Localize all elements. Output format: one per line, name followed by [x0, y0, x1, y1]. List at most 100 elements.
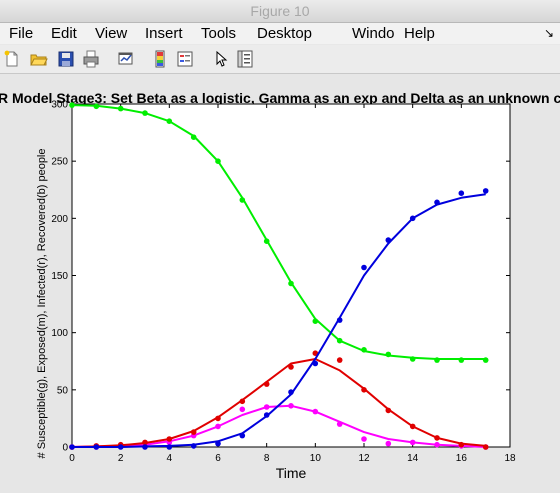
- menu-bar: File Edit View Insert Tools Desktop Wind…: [0, 23, 560, 44]
- y-tick-label: 0: [62, 443, 68, 454]
- exposed-data-point: [239, 406, 246, 413]
- susceptible-data-point: [434, 357, 440, 363]
- recovered-data-point: [215, 440, 221, 447]
- new-figure-icon[interactable]: [3, 50, 21, 68]
- recovered-data-point: [117, 444, 124, 450]
- menu-file[interactable]: File: [9, 25, 34, 42]
- figure-toolbar: [0, 45, 560, 74]
- infected-data-point: [361, 387, 367, 393]
- recovered-data-point: [190, 443, 197, 449]
- x-tick-label: 10: [310, 453, 322, 464]
- open-file-icon[interactable]: [30, 50, 48, 68]
- susceptible-data-point: [458, 357, 465, 363]
- exposed-data-point: [288, 403, 294, 409]
- susceptible-data-point: [190, 134, 197, 140]
- recovered-data-point: [482, 188, 489, 194]
- recovered-data-point: [361, 264, 367, 271]
- x-tick-label: 18: [504, 453, 516, 464]
- recovered-data-point: [458, 190, 465, 196]
- link-plot-icon[interactable]: [117, 50, 135, 68]
- x-tick-label: 14: [407, 453, 419, 464]
- infected-data-point: [385, 407, 392, 414]
- infected-data-point: [263, 381, 270, 387]
- recovered-data-point: [385, 237, 392, 243]
- susceptible-data-point: [215, 158, 221, 164]
- recovered-data-point: [312, 360, 319, 367]
- susceptible-data-point: [142, 110, 148, 116]
- susceptible-data-point: [93, 103, 100, 110]
- x-axis-label: Time: [276, 465, 307, 481]
- menu-desktop[interactable]: Desktop: [257, 25, 313, 42]
- y-tick-label: 200: [51, 214, 68, 225]
- x-tick-label: 8: [264, 453, 270, 464]
- infected-data-point: [434, 435, 440, 441]
- infected-data-point: [409, 423, 416, 430]
- y-tick-label: 150: [51, 271, 68, 282]
- susceptible-data-point: [361, 347, 367, 353]
- susceptible-data-point: [409, 356, 416, 362]
- colorbar-icon[interactable]: [151, 50, 169, 68]
- recovered-data-point: [288, 389, 294, 395]
- dock-arrow-icon[interactable]: ↘: [543, 26, 554, 40]
- recovered-data-point: [93, 444, 100, 450]
- recovered-data-point: [336, 317, 343, 323]
- susceptible-data-point: [312, 318, 319, 325]
- menu-window[interactable]: Windo: [352, 25, 395, 42]
- property-editor-icon[interactable]: [236, 50, 254, 68]
- susceptible-fit-line: [71, 104, 486, 360]
- y-tick-label: 100: [51, 328, 68, 339]
- menu-insert[interactable]: Insert: [145, 25, 183, 42]
- infected-data-point: [166, 436, 173, 442]
- exposed-data-point: [361, 436, 367, 442]
- y-tick-label: 50: [57, 385, 69, 396]
- infected-data-point: [458, 441, 465, 448]
- infected-data-point: [482, 444, 489, 450]
- pointer-icon[interactable]: [212, 50, 230, 68]
- infected-data-point: [336, 357, 343, 363]
- legend-icon[interactable]: [176, 50, 194, 68]
- recovered-data-point: [239, 432, 246, 439]
- x-tick-label: 6: [215, 453, 221, 464]
- infected-data-point: [239, 398, 246, 405]
- recovered-data-point: [434, 199, 440, 206]
- infected-data-point: [142, 439, 148, 446]
- recovered-data-point: [142, 444, 148, 450]
- chart-title: R Model Stage3: Set Beta as a logistic, …: [0, 90, 560, 106]
- exposed-data-point: [336, 421, 343, 427]
- menu-tools[interactable]: Tools: [201, 25, 237, 42]
- infected-data-point: [288, 364, 294, 370]
- save-icon[interactable]: [57, 50, 75, 68]
- menu-view[interactable]: View: [95, 25, 128, 42]
- infected-data-point: [312, 350, 319, 357]
- infected-data-point: [190, 429, 197, 435]
- print-icon[interactable]: [82, 50, 100, 68]
- y-tick-label: 250: [51, 157, 68, 168]
- x-tick-label: 16: [456, 453, 468, 464]
- susceptible-data-point: [263, 238, 270, 244]
- susceptible-data-point: [166, 118, 173, 124]
- exposed-data-point: [434, 441, 440, 448]
- recovered-data-point: [263, 412, 270, 418]
- x-tick-label: 4: [167, 453, 173, 464]
- infected-fit-line: [71, 358, 486, 448]
- susceptible-data-point: [69, 102, 75, 108]
- menu-help[interactable]: Help: [404, 25, 435, 42]
- exposed-data-point: [409, 439, 416, 446]
- infected-data-point: [215, 415, 221, 422]
- susceptible-data-point: [482, 357, 489, 363]
- exposed-data-point: [312, 408, 319, 415]
- susceptible-data-point: [336, 337, 343, 344]
- x-tick-label: 2: [118, 453, 124, 464]
- susceptible-data-point: [239, 197, 246, 203]
- y-tick-label: 300: [51, 100, 68, 111]
- susceptible-data-point: [117, 105, 124, 112]
- y-axis-label: # Susceptible(g), Exposed(m), Infected(r…: [36, 149, 48, 459]
- window-titlebar: Figure 10: [0, 0, 560, 23]
- menu-edit[interactable]: Edit: [51, 25, 77, 42]
- susceptible-data-point: [288, 280, 294, 287]
- susceptible-data-point: [385, 351, 392, 358]
- exposed-data-point: [215, 423, 221, 430]
- recovered-fit-line: [72, 193, 486, 448]
- exposed-data-point: [385, 440, 392, 447]
